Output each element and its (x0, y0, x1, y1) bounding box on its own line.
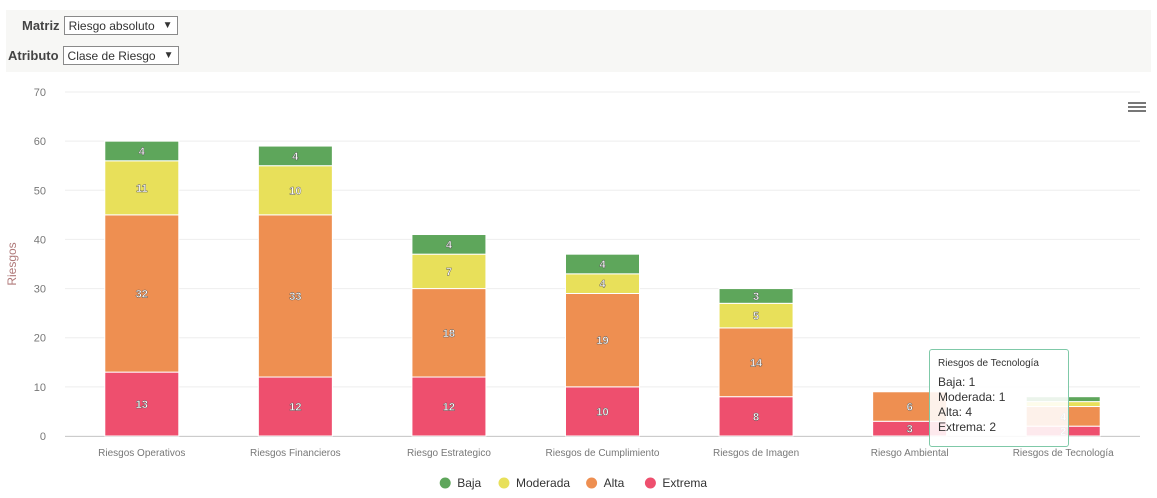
y-axis-label: Riesgos (5, 242, 19, 285)
data-label: 32 (136, 288, 148, 300)
bar-segment-moderada (104, 160, 180, 216)
bar-segment-baja (257, 145, 333, 167)
x-tick-label: Riesgos Operativos (98, 448, 185, 459)
bar-segment-baja (411, 234, 487, 255)
data-label: 5 (753, 311, 759, 323)
data-label: 4 (599, 259, 606, 271)
x-tick-label: Riesgos de Tecnología (1013, 448, 1114, 459)
y-tick-label: 70 (34, 87, 46, 99)
bar-segment-extrema (257, 376, 333, 437)
bar-segment-moderada (411, 253, 487, 290)
x-tick-label: Riesgo Estrategico (407, 448, 491, 459)
bar-segment-alta (104, 214, 180, 373)
data-label: 4 (599, 279, 606, 291)
tooltip-title: Riesgos de Tecnología (938, 358, 1039, 369)
matriz-label: Matriz (22, 18, 60, 33)
matriz-select[interactable]: Riesgo absoluto ▼ (63, 16, 178, 35)
matriz-value: Riesgo absoluto (68, 18, 155, 33)
tooltip-line: Moderada: 1 (938, 390, 1006, 404)
bar-segment-moderada (257, 165, 333, 216)
data-label: 18 (443, 328, 455, 340)
legend-marker-moderada (498, 477, 510, 489)
tooltip-line: Baja: 1 (938, 375, 976, 389)
data-label: 4 (139, 146, 146, 158)
data-label: 11 (136, 183, 148, 195)
y-tick-label: 40 (34, 234, 46, 246)
data-label: 8 (753, 411, 759, 423)
data-label: 4 (292, 151, 299, 163)
chevron-down-icon: ▼ (163, 50, 174, 61)
bar-segment-extrema (718, 396, 794, 437)
bar-segment-baja (565, 253, 640, 275)
bar-segment-baja (718, 288, 794, 304)
bar-segment-extrema (565, 386, 640, 437)
legend-label: Baja (457, 476, 481, 490)
legend-marker-baja (439, 477, 451, 489)
legend-label: Extrema (662, 476, 707, 490)
y-tick-label: 0 (40, 431, 46, 443)
bar-segment-alta (718, 327, 794, 398)
y-tick-label: 10 (34, 382, 46, 394)
y-tick-label: 20 (34, 333, 46, 345)
data-label: 14 (750, 357, 763, 369)
y-tick-label: 60 (34, 136, 46, 148)
tooltip-line: Alta: 4 (938, 405, 973, 419)
x-tick-label: Riesgo Ambiental (871, 448, 949, 459)
data-label: 12 (289, 402, 301, 414)
tooltip-line: Extrema: 2 (938, 420, 997, 434)
legend-marker-extrema (644, 477, 656, 489)
atributo-select[interactable]: Clase de Riesgo ▼ (62, 46, 179, 65)
legend-marker-alta (586, 477, 598, 489)
x-tick-label: Riesgos Financieros (250, 448, 341, 459)
chart-tooltip: Riesgos de Tecnología Baja: 1 Moderada: … (929, 349, 1069, 447)
x-tick-label: Riesgos de Cumplimiento (546, 448, 660, 459)
bar-segment-extrema (104, 371, 180, 437)
atributo-value: Clase de Riesgo (67, 48, 156, 63)
chart-menu-icon[interactable] (1128, 100, 1146, 114)
legend-label: Moderada (516, 476, 570, 490)
bar-segment-alta (565, 292, 640, 388)
data-label: 3 (907, 424, 913, 436)
data-label: 7 (446, 266, 452, 278)
matriz-row: Matriz Riesgo absoluto ▼ (22, 16, 178, 35)
data-label: 12 (443, 402, 455, 414)
data-label: 10 (596, 406, 608, 418)
filter-panel: Matriz Riesgo absoluto ▼ Atributo Clase … (6, 10, 1151, 72)
data-label: 33 (289, 291, 301, 303)
bar-segment-baja (104, 140, 180, 162)
data-label: 13 (136, 399, 148, 411)
legend-label: Alta (604, 476, 625, 490)
data-label: 3 (753, 291, 759, 303)
atributo-label: Atributo (8, 48, 59, 63)
chevron-down-icon: ▼ (162, 20, 173, 31)
bar-segment-extrema (411, 376, 487, 437)
atributo-row: Atributo Clase de Riesgo ▼ (8, 46, 179, 65)
data-label: 19 (596, 335, 608, 347)
bar-segment-alta (411, 288, 487, 378)
data-label: 10 (289, 185, 301, 197)
data-label: 6 (907, 402, 913, 414)
y-tick-label: 30 (34, 284, 46, 296)
y-tick-label: 50 (34, 185, 46, 197)
x-tick-label: Riesgos de Imagen (713, 448, 799, 459)
bar-segment-alta (257, 214, 333, 378)
data-label: 4 (446, 239, 453, 251)
